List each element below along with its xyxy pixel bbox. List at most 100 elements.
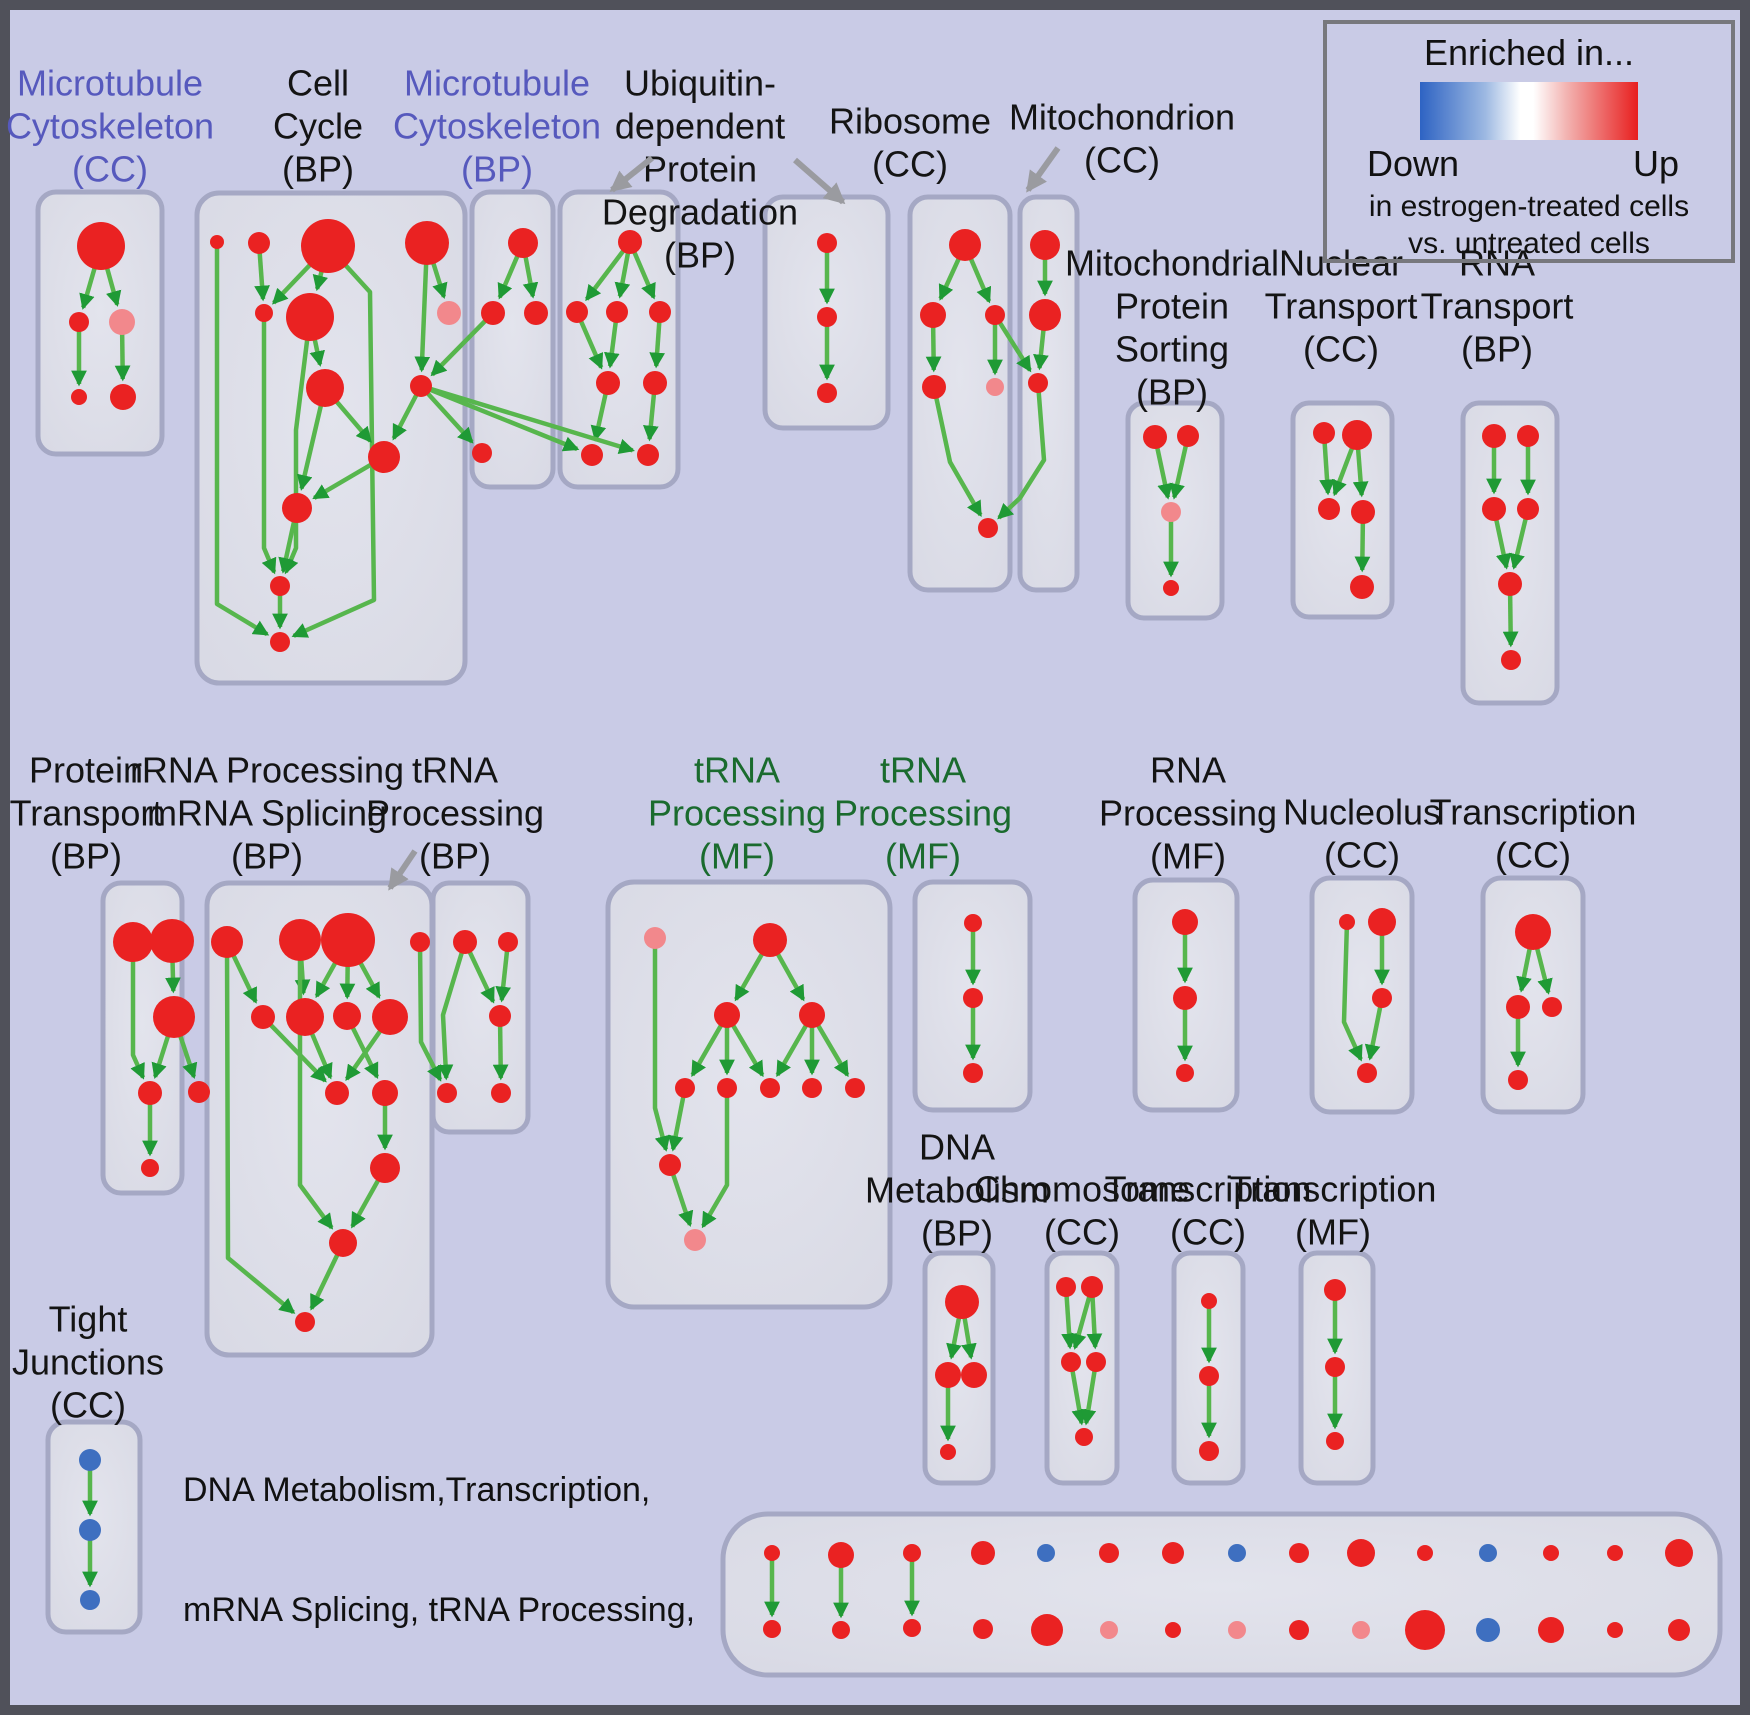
misc-text-line: rRNA Processing, Ribosome, <box>183 1710 695 1715</box>
go-term-node-red <box>270 576 290 596</box>
cluster-label-tightjunc: Tight Junctions (CC) <box>12 1299 164 1426</box>
go-term-node-red <box>581 444 603 466</box>
go-term-node-red <box>1325 1357 1345 1377</box>
go-term-node-red <box>301 219 355 273</box>
go-term-node-red <box>903 1544 921 1562</box>
go-term-node-red <box>1099 1543 1119 1563</box>
misc-clusters-text: DNA Metabolism,Transcription, mRNA Splic… <box>183 1390 695 1715</box>
go-term-node-red <box>295 1312 315 1332</box>
relation-edge <box>291 244 377 638</box>
relation-edge <box>417 941 443 1082</box>
go-term-node-red <box>491 1083 511 1103</box>
go-term-node-red <box>1339 914 1355 930</box>
go-term-node-red <box>138 1081 162 1105</box>
cluster-label-rrna: rRNA Processing mRNA Splicing (BP) <box>130 750 404 877</box>
cluster-label-transmf: Transcription (MF) <box>1230 1169 1437 1253</box>
go-term-node-red <box>524 301 548 325</box>
go-term-node-red <box>1417 1545 1433 1561</box>
go-term-node-blue <box>79 1519 101 1541</box>
go-term-node-red <box>675 1078 695 1098</box>
go-term-node-blue <box>1479 1544 1497 1562</box>
go-term-node-red <box>1172 909 1198 935</box>
go-term-node-red <box>1542 997 1562 1017</box>
cluster-label-mito: Mitochondrion (CC) <box>1009 97 1235 181</box>
go-term-node-red <box>329 1229 357 1257</box>
go-term-node-red <box>1515 914 1551 950</box>
cluster-label-mps: Mitochondrial Protein Sorting (BP) <box>1065 243 1279 413</box>
go-term-node-red <box>1318 498 1340 520</box>
go-term-node-red <box>817 307 837 327</box>
go-term-node-red <box>248 232 270 254</box>
go-term-node-pink <box>1228 1621 1246 1639</box>
go-term-node-red <box>1368 908 1396 936</box>
go-term-node-red <box>410 932 430 952</box>
go-term-node-red <box>659 1154 681 1176</box>
go-term-node-red <box>453 930 477 954</box>
go-term-node-red <box>961 1362 987 1388</box>
go-term-node-red <box>1177 425 1199 447</box>
cluster-label-nucleolus: Nucleolus (CC) <box>1283 792 1441 876</box>
cluster-label-trnabp: tRNA Processing (BP) <box>366 750 544 877</box>
cluster-label-trnamf1: tRNA Processing (MF) <box>648 750 826 877</box>
go-term-node-red <box>1143 425 1167 449</box>
go-term-node-red <box>606 301 628 323</box>
go-term-node-red <box>1351 500 1375 524</box>
cluster-label-mt_cc: Microtubule Cytoskeleton (CC) <box>6 63 214 190</box>
go-term-node-red <box>279 919 321 961</box>
cluster-box-chromosome <box>1044 1250 1120 1486</box>
go-term-node-red <box>1176 1064 1194 1082</box>
cluster-label-rnatrans: RNA Transport (BP) <box>1421 243 1574 370</box>
go-term-node-pink <box>644 927 666 949</box>
go-term-node-red <box>596 371 620 395</box>
legend-down-label: Down <box>1367 143 1460 184</box>
annotation-arrow-to-ubiquitin-box-a <box>609 155 654 193</box>
go-term-node-red <box>141 1159 159 1177</box>
go-term-node-red <box>1372 988 1392 1008</box>
go-term-node-red <box>649 301 671 323</box>
go-term-node-red <box>1313 422 1335 444</box>
go-term-node-red <box>935 1362 961 1388</box>
go-term-node-red <box>1482 424 1506 448</box>
go-term-node-red <box>1405 1610 1445 1650</box>
relation-edge <box>667 1087 688 1152</box>
legend-gradient-bar <box>1420 82 1638 140</box>
go-term-node-red <box>903 1619 921 1637</box>
go-term-node-red <box>1607 1622 1623 1638</box>
go-term-node-red <box>150 919 194 963</box>
go-term-node-blue <box>1476 1618 1500 1642</box>
go-term-node-red <box>410 375 432 397</box>
go-term-node-red <box>832 1621 850 1639</box>
legend-up-label: Up <box>1632 143 1679 184</box>
go-term-node-red <box>211 926 243 958</box>
go-term-node-red <box>845 1078 865 1098</box>
legend: Enriched in... Down Up in estrogen-treat… <box>1323 20 1735 263</box>
relation-edge <box>419 384 474 444</box>
cluster-box-ubiqA <box>557 189 681 490</box>
go-term-node-red <box>1201 1293 1217 1309</box>
go-term-node-red <box>1086 1352 1106 1372</box>
legend-subtitle-line2: vs. untreated cells <box>1408 227 1650 260</box>
go-term-node-red <box>325 1081 349 1105</box>
relation-edge <box>1080 1361 1099 1426</box>
cluster-label-transcc_mid: Transcription (CC) <box>1430 792 1637 876</box>
relation-edge <box>997 382 1047 520</box>
go-term-node-red <box>1165 1622 1181 1638</box>
go-term-node-red <box>753 923 787 957</box>
go-term-node-red <box>1030 230 1060 260</box>
go-term-node-red <box>210 235 224 249</box>
go-term-node-red <box>1289 1620 1309 1640</box>
go-term-node-red <box>255 304 273 322</box>
go-term-node-red <box>372 1080 398 1106</box>
go-term-node-pink <box>1100 1621 1118 1639</box>
go-term-node-red <box>1163 580 1179 596</box>
cluster-boxes-layer <box>35 189 1723 1678</box>
relation-edge <box>130 942 146 1080</box>
go-term-node-red <box>566 301 588 323</box>
go-term-node-red <box>1081 1276 1103 1298</box>
go-term-node-red <box>1665 1539 1693 1567</box>
go-term-node-blue <box>1228 1544 1246 1562</box>
relation-edge <box>261 1015 327 1083</box>
go-term-node-red <box>949 229 981 261</box>
relation-edge <box>1341 921 1363 1062</box>
